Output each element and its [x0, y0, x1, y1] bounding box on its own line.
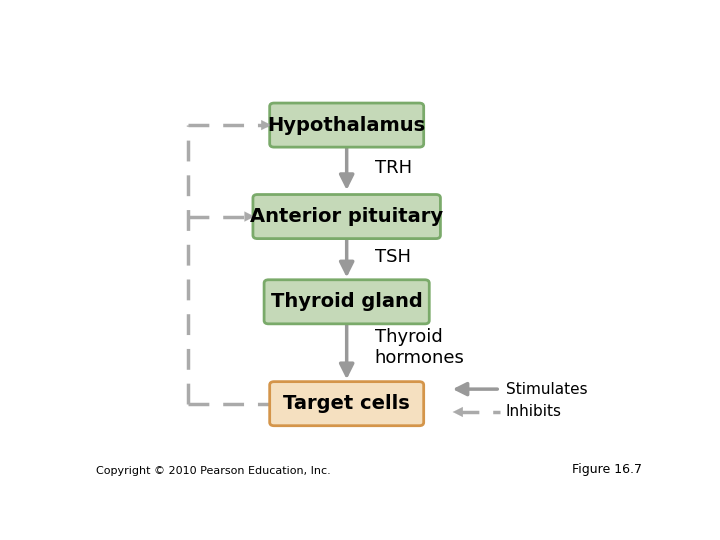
- Text: Thyroid gland: Thyroid gland: [271, 292, 423, 311]
- Text: Figure 16.7: Figure 16.7: [572, 463, 642, 476]
- Text: Copyright © 2010 Pearson Education, Inc.: Copyright © 2010 Pearson Education, Inc.: [96, 465, 330, 476]
- Text: Target cells: Target cells: [283, 394, 410, 413]
- FancyBboxPatch shape: [264, 280, 429, 324]
- FancyBboxPatch shape: [253, 194, 441, 239]
- Text: Anterior pituitary: Anterior pituitary: [250, 207, 444, 226]
- Text: Stimulates: Stimulates: [505, 382, 588, 396]
- FancyBboxPatch shape: [270, 103, 423, 147]
- FancyBboxPatch shape: [270, 382, 423, 426]
- Text: Hypothalamus: Hypothalamus: [268, 116, 426, 134]
- Text: Inhibits: Inhibits: [505, 404, 562, 420]
- Text: TRH: TRH: [374, 159, 412, 177]
- Text: Thyroid
hormones: Thyroid hormones: [374, 328, 464, 367]
- Text: TSH: TSH: [374, 248, 410, 266]
